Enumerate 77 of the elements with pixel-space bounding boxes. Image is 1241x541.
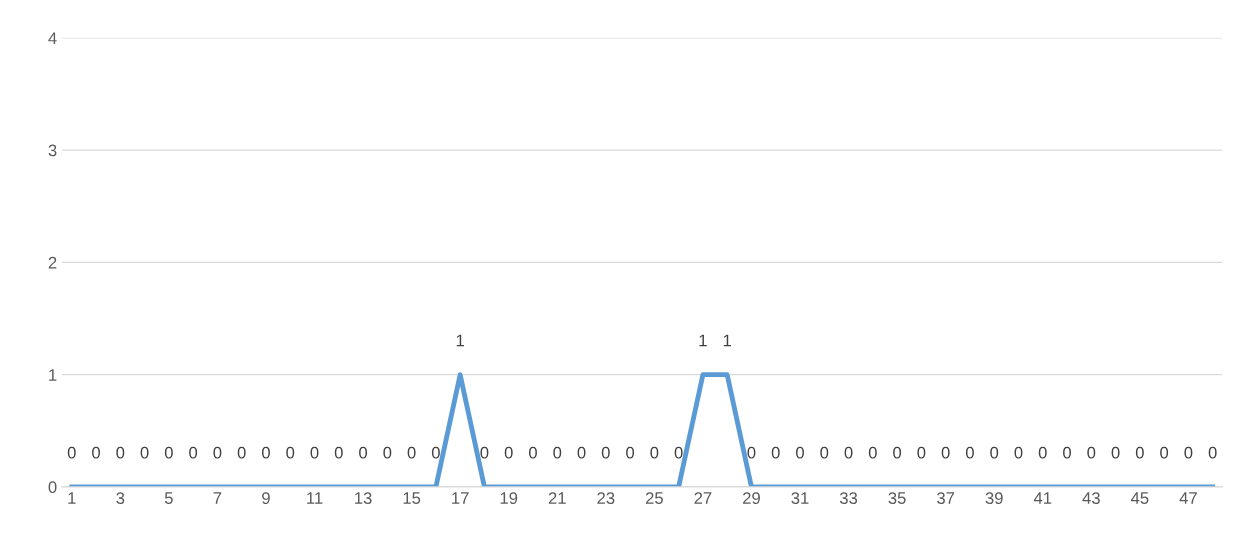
data-label: 0	[529, 446, 537, 459]
y-tick-label: 4	[48, 32, 57, 44]
data-label: 0	[1038, 446, 1047, 459]
data-label: 0	[868, 446, 877, 459]
x-tick-label: 11	[307, 492, 323, 504]
data-label: 0	[1111, 446, 1120, 459]
data-label: 0	[92, 446, 101, 459]
data-label: 0	[553, 446, 562, 459]
data-label: 0	[941, 446, 950, 459]
data-label: 0	[844, 446, 853, 459]
data-label: 0	[383, 446, 392, 459]
data-label: 0	[140, 446, 149, 459]
data-label: 0	[407, 446, 416, 459]
x-tick-label: 5	[164, 492, 173, 504]
x-tick-label: 17	[452, 492, 469, 504]
data-label: 0	[1014, 446, 1023, 459]
data-label: 0	[480, 446, 489, 459]
data-label: 0	[965, 446, 974, 459]
data-label: 1	[456, 334, 464, 347]
x-tick-label: 37	[937, 492, 955, 504]
x-tick-label: 35	[888, 492, 906, 504]
data-label: 0	[577, 446, 586, 459]
data-label: 0	[310, 446, 319, 459]
data-label: 0	[747, 446, 756, 459]
x-tick-label: 21	[548, 492, 566, 504]
data-label: 0	[796, 446, 804, 459]
x-tick-label: 27	[694, 492, 712, 504]
x-tick-label: 1	[68, 492, 76, 504]
data-label: 0	[893, 446, 902, 459]
x-tick-label: 41	[1033, 492, 1052, 504]
data-label: 0	[601, 446, 610, 459]
data-label: 0	[990, 446, 999, 459]
x-tick-label: 29	[743, 492, 760, 504]
x-tick-label: 19	[500, 492, 518, 504]
data-label: 0	[650, 446, 659, 459]
data-label: 1	[723, 334, 731, 347]
y-tick-label: 2	[48, 256, 57, 269]
x-tick-label: 7	[213, 492, 222, 504]
x-tick-label: 39	[985, 492, 1003, 504]
data-label: 0	[674, 446, 683, 459]
x-tick-label: 25	[645, 492, 663, 504]
data-label: 0	[334, 446, 343, 459]
data-label: 0	[1208, 446, 1217, 459]
data-label: 0	[359, 446, 368, 459]
data-label: 0	[116, 446, 125, 459]
x-tick-label: 13	[355, 492, 372, 504]
data-label: 0	[286, 446, 295, 459]
y-tick-label: 3	[48, 144, 57, 157]
data-label: 0	[1063, 446, 1072, 459]
data-label: 0	[1087, 446, 1096, 459]
x-tick-label: 33	[839, 492, 858, 504]
x-tick-label: 45	[1130, 492, 1149, 504]
x-tick-label: 23	[597, 492, 615, 504]
x-tick-label: 15	[403, 492, 421, 504]
data-label: 0	[237, 446, 246, 459]
data-label: 0	[431, 446, 440, 459]
data-label: 0	[626, 446, 635, 459]
data-label: 0	[1160, 446, 1169, 459]
data-label: 0	[917, 446, 926, 459]
data-label: 0	[261, 446, 270, 459]
data-label: 0	[771, 446, 780, 459]
data-label: 1	[699, 334, 707, 347]
y-tick-label: 0	[48, 481, 57, 494]
x-tick-label: 43	[1082, 492, 1100, 504]
data-label: 0	[1135, 446, 1144, 459]
data-label: 0	[504, 446, 513, 459]
x-tick-label: 31	[791, 492, 809, 504]
data-label: 0	[1184, 446, 1193, 459]
x-tick-label: 9	[262, 492, 270, 504]
x-tick-label: 47	[1179, 492, 1197, 504]
data-label: 0	[213, 446, 222, 459]
y-tick-label: 1	[49, 369, 57, 381]
data-label: 0	[164, 446, 173, 459]
data-label: 0	[189, 446, 198, 459]
data-label: 0	[820, 446, 829, 459]
x-tick-label: 3	[116, 492, 125, 504]
data-label: 0	[67, 446, 76, 459]
